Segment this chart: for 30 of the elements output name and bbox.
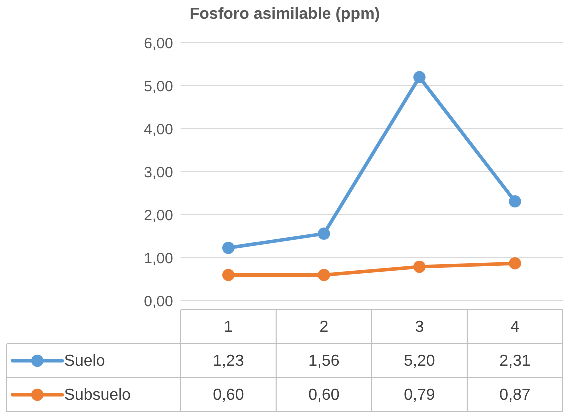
x-tick-label: 2 xyxy=(320,319,329,336)
point xyxy=(509,196,522,208)
y-tick-label: 0,00 xyxy=(144,294,174,310)
point xyxy=(318,269,330,282)
y-tick-label: 2,00 xyxy=(144,208,174,224)
data-label: 0,60 xyxy=(213,387,244,404)
chart-title: Fosforo asimilable (ppm) xyxy=(190,6,380,23)
y-tick-label: 5,00 xyxy=(144,78,174,96)
point xyxy=(222,242,235,254)
y-tick-label: 1,00 xyxy=(144,250,174,268)
data-label: 0,60 xyxy=(308,387,340,404)
point xyxy=(509,257,522,270)
legend-label: Suelo xyxy=(64,353,106,370)
x-tick-label: 3 xyxy=(415,319,424,336)
y-tick-label: 4,00 xyxy=(144,122,174,138)
data-label: 2,31 xyxy=(500,353,531,370)
data-label: 5,20 xyxy=(404,353,436,370)
x-tick-label: 4 xyxy=(510,319,520,336)
point xyxy=(414,71,426,84)
y-tick-label: 3,00 xyxy=(144,164,174,182)
data-label: 0,87 xyxy=(500,387,531,404)
y-tick-label: 6,00 xyxy=(144,36,174,52)
point xyxy=(318,228,330,240)
point xyxy=(414,260,426,274)
legend-label: Subsuelo xyxy=(64,387,132,404)
data-label: 1,56 xyxy=(308,353,340,370)
point xyxy=(222,269,235,282)
x-tick-label: 1 xyxy=(224,319,234,336)
data-label: 0,79 xyxy=(404,387,436,404)
data-label: 1,23 xyxy=(213,353,244,370)
